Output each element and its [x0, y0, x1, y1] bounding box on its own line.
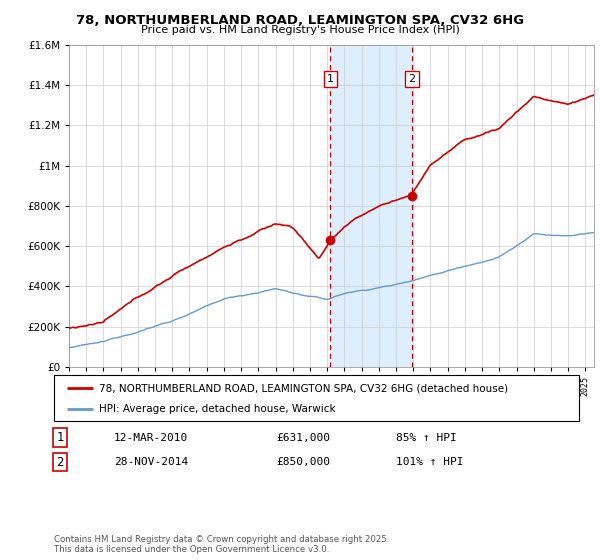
Text: 2: 2	[56, 455, 64, 469]
Text: Price paid vs. HM Land Registry's House Price Index (HPI): Price paid vs. HM Land Registry's House …	[140, 25, 460, 35]
Text: 101% ↑ HPI: 101% ↑ HPI	[396, 457, 464, 467]
Text: 85% ↑ HPI: 85% ↑ HPI	[396, 433, 457, 443]
Text: £631,000: £631,000	[276, 433, 330, 443]
Text: 78, NORTHUMBERLAND ROAD, LEAMINGTON SPA, CV32 6HG: 78, NORTHUMBERLAND ROAD, LEAMINGTON SPA,…	[76, 14, 524, 27]
Text: 2: 2	[408, 74, 415, 84]
Text: HPI: Average price, detached house, Warwick: HPI: Average price, detached house, Warw…	[98, 404, 335, 414]
Text: 1: 1	[327, 74, 334, 84]
Text: 28-NOV-2014: 28-NOV-2014	[114, 457, 188, 467]
FancyBboxPatch shape	[54, 375, 579, 421]
Bar	[331, 45, 412, 367]
Text: 1: 1	[56, 431, 64, 445]
Text: 12-MAR-2010: 12-MAR-2010	[114, 433, 188, 443]
Text: Contains HM Land Registry data © Crown copyright and database right 2025.
This d: Contains HM Land Registry data © Crown c…	[54, 535, 389, 554]
Text: 78, NORTHUMBERLAND ROAD, LEAMINGTON SPA, CV32 6HG (detached house): 78, NORTHUMBERLAND ROAD, LEAMINGTON SPA,…	[98, 383, 508, 393]
Text: £850,000: £850,000	[276, 457, 330, 467]
